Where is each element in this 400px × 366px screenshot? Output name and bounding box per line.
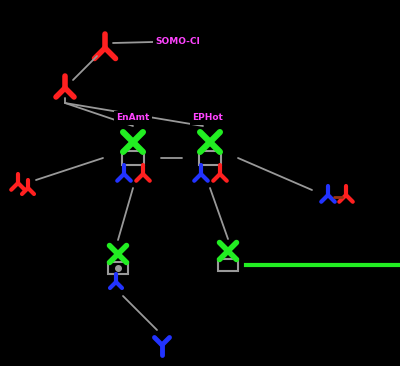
Bar: [218, 259, 238, 271]
Text: EnAmt: EnAmt: [116, 113, 150, 123]
Text: EPHot: EPHot: [192, 113, 224, 123]
Text: SOMO-CI: SOMO-CI: [156, 37, 200, 46]
Bar: [108, 262, 128, 274]
Bar: [199, 151, 221, 165]
Bar: [122, 151, 144, 165]
